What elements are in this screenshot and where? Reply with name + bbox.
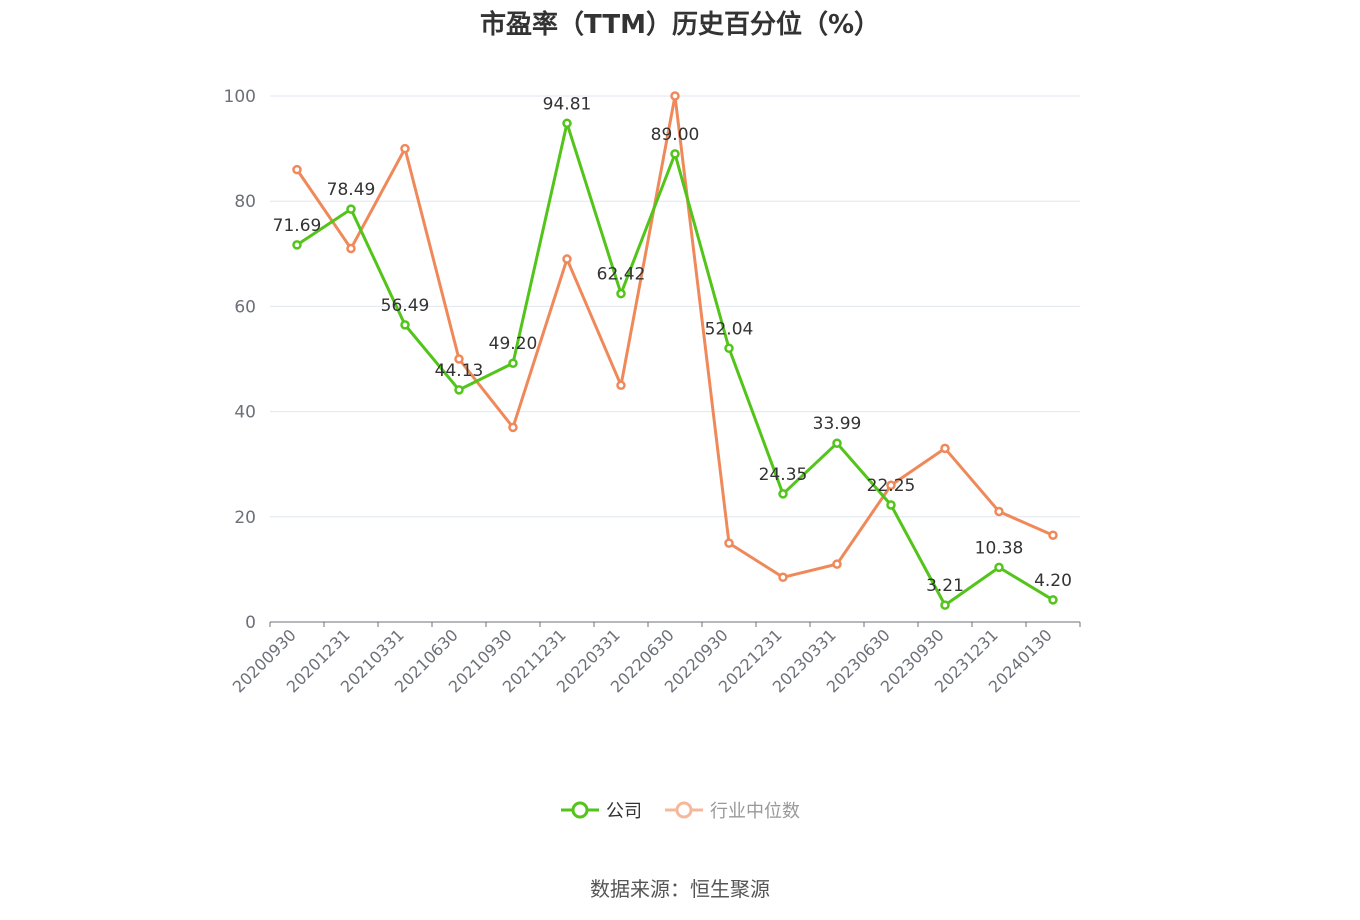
grid-lines bbox=[270, 95, 1080, 518]
data-point bbox=[778, 572, 788, 583]
y-tick-label: 80 bbox=[234, 192, 256, 212]
data-point bbox=[292, 164, 302, 175]
y-tick-label: 40 bbox=[234, 403, 256, 423]
data-label: 71.69 bbox=[273, 216, 322, 236]
data-point bbox=[886, 500, 896, 510]
legend-item-company[interactable]: 公司 bbox=[560, 797, 642, 823]
legend-label-industry-median: 行业中位数 bbox=[710, 801, 800, 822]
axes: 0204060801002020093020201231202103312021… bbox=[224, 87, 1081, 696]
y-tick-label: 20 bbox=[234, 508, 256, 528]
data-label: 56.49 bbox=[381, 296, 430, 316]
data-point bbox=[346, 204, 356, 214]
data-point bbox=[1048, 530, 1058, 540]
data-point bbox=[832, 438, 842, 448]
data-point bbox=[994, 506, 1004, 517]
legend: 公司 行业中位数 bbox=[0, 797, 1360, 823]
legend-item-industry-median[interactable]: 行业中位数 bbox=[664, 797, 800, 823]
y-tick-label: 60 bbox=[234, 297, 256, 317]
data-point bbox=[454, 354, 464, 364]
data-point bbox=[508, 358, 518, 368]
legend-marker-industry-median bbox=[665, 801, 703, 819]
data-label: 78.49 bbox=[327, 180, 376, 200]
data-point bbox=[940, 443, 950, 454]
legend-label-company: 公司 bbox=[606, 801, 642, 822]
data-label: 24.35 bbox=[759, 465, 808, 485]
y-tick-label: 100 bbox=[224, 87, 256, 107]
data-point bbox=[724, 343, 734, 354]
data-label: 3.21 bbox=[926, 576, 964, 596]
series-line-1 bbox=[295, 94, 1054, 579]
data-label: 89.00 bbox=[651, 125, 700, 145]
data-point bbox=[940, 600, 950, 610]
data-label: 94.81 bbox=[543, 94, 592, 114]
chart-title: 市盈率（TTM）历史百分位（%） bbox=[480, 10, 880, 40]
data-label: 22.25 bbox=[867, 476, 916, 496]
data-point bbox=[346, 243, 356, 254]
data-point bbox=[1048, 595, 1058, 605]
data-point bbox=[724, 538, 734, 548]
series bbox=[292, 91, 1058, 610]
data-label: 49.20 bbox=[489, 334, 538, 354]
data-point bbox=[670, 91, 680, 101]
data-point bbox=[400, 320, 410, 330]
data-label: 4.20 bbox=[1034, 571, 1072, 591]
series-line-0 bbox=[296, 121, 1054, 607]
data-point bbox=[616, 288, 626, 299]
data-point bbox=[616, 380, 626, 391]
data-label: 44.13 bbox=[435, 361, 484, 381]
data-point bbox=[778, 489, 788, 499]
data-point bbox=[454, 385, 464, 395]
data-label: 62.42 bbox=[597, 265, 646, 285]
data-point bbox=[994, 562, 1004, 573]
data-point bbox=[562, 254, 572, 264]
data-point bbox=[508, 422, 518, 433]
data-source: 数据来源：恒生聚源 bbox=[590, 877, 770, 901]
data-label: 10.38 bbox=[975, 538, 1024, 558]
data-label: 52.04 bbox=[705, 319, 754, 339]
data-point bbox=[562, 118, 572, 129]
data-point bbox=[292, 240, 302, 250]
data-point bbox=[670, 149, 680, 159]
data-label: 33.99 bbox=[813, 414, 862, 434]
data-point bbox=[400, 143, 410, 154]
y-tick-label: 0 bbox=[245, 613, 256, 633]
legend-marker-company bbox=[561, 801, 599, 819]
data-point bbox=[886, 480, 896, 490]
data-point bbox=[832, 559, 842, 569]
